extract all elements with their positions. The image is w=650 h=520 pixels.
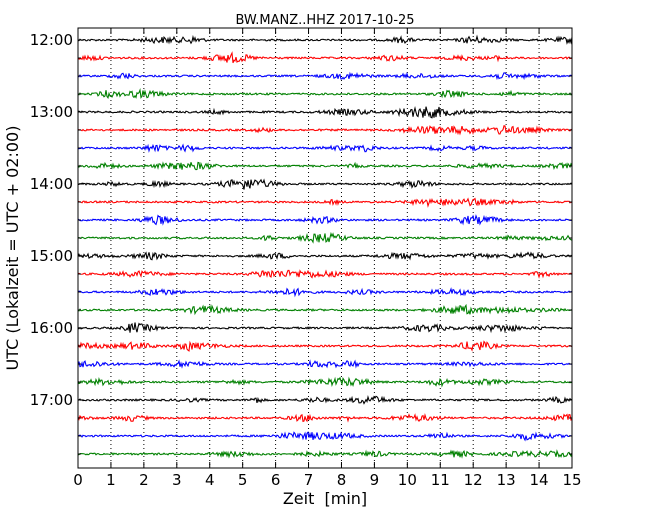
x-tick-label: 13 (497, 471, 516, 489)
seismogram-trace (77, 125, 573, 136)
seismogram-trace (77, 161, 573, 171)
x-tick-label: 3 (172, 471, 182, 489)
grid-lines (110, 28, 540, 468)
x-tick-label: 10 (398, 471, 417, 489)
y-tick-label: 12:00 (30, 31, 73, 49)
y-tick-label: 17:00 (30, 391, 73, 409)
seismogram-trace (77, 71, 573, 81)
x-tick-label: 14 (530, 471, 549, 489)
seismogram-trace (77, 231, 573, 244)
x-tick-label: 11 (431, 471, 450, 489)
x-tick-label: 12 (464, 471, 483, 489)
seismogram-trace (77, 287, 573, 298)
seismogram-trace (77, 34, 573, 45)
seismogram-trace (77, 88, 573, 100)
y-tick-label: 14:00 (30, 175, 73, 193)
x-tick-label: 5 (238, 471, 248, 489)
seismogram-trace (77, 106, 573, 119)
seismogram-trace (77, 449, 573, 459)
y-tick-label: 13:00 (30, 103, 73, 121)
x-tick-label: 0 (73, 471, 83, 489)
y-tick-label: 15:00 (30, 247, 73, 265)
seismogram-trace (77, 214, 573, 226)
x-tick-label: 15 (562, 471, 581, 489)
seismogram-trace (77, 359, 573, 369)
plot-area (78, 28, 572, 468)
seismogram-trace (77, 340, 573, 352)
seismogram-trace (77, 143, 573, 153)
plot-frame (77, 27, 573, 469)
seismogram-trace (77, 51, 573, 64)
seismogram-trace (77, 269, 573, 279)
x-tick-label: 4 (205, 471, 215, 489)
x-tick-label: 2 (139, 471, 149, 489)
traces-group (77, 34, 573, 459)
seismogram-trace (77, 322, 573, 334)
seismogram-trace (77, 178, 573, 190)
seismogram-trace (77, 412, 573, 423)
x-tick-label: 7 (304, 471, 314, 489)
x-tick-label: 1 (106, 471, 116, 489)
y-axis: 12:00 13:00 14:00 15:00 16:00 17:00 (30, 31, 572, 455)
seismogram-trace (77, 394, 573, 405)
x-axis: 0 1 2 3 4 5 6 7 8 9 10 11 12 13 14 15 (73, 28, 582, 489)
seismogram-trace (77, 376, 573, 388)
seismogram-trace (77, 303, 573, 316)
chart-title: BW.MANZ..HHZ 2017-10-25 (235, 13, 414, 28)
x-tick-label: 9 (370, 471, 380, 489)
seismogram-trace (77, 197, 573, 208)
x-tick-label: 8 (337, 471, 347, 489)
seismogram-trace (77, 431, 573, 442)
y-axis-label: UTC (Lokalzeit = UTC + 02:00) (3, 126, 22, 371)
x-tick-label: 6 (271, 471, 281, 489)
x-axis-label: Zeit [min] (283, 489, 367, 508)
y-tick-label: 16:00 (30, 319, 73, 337)
seismogram-trace (77, 251, 573, 261)
